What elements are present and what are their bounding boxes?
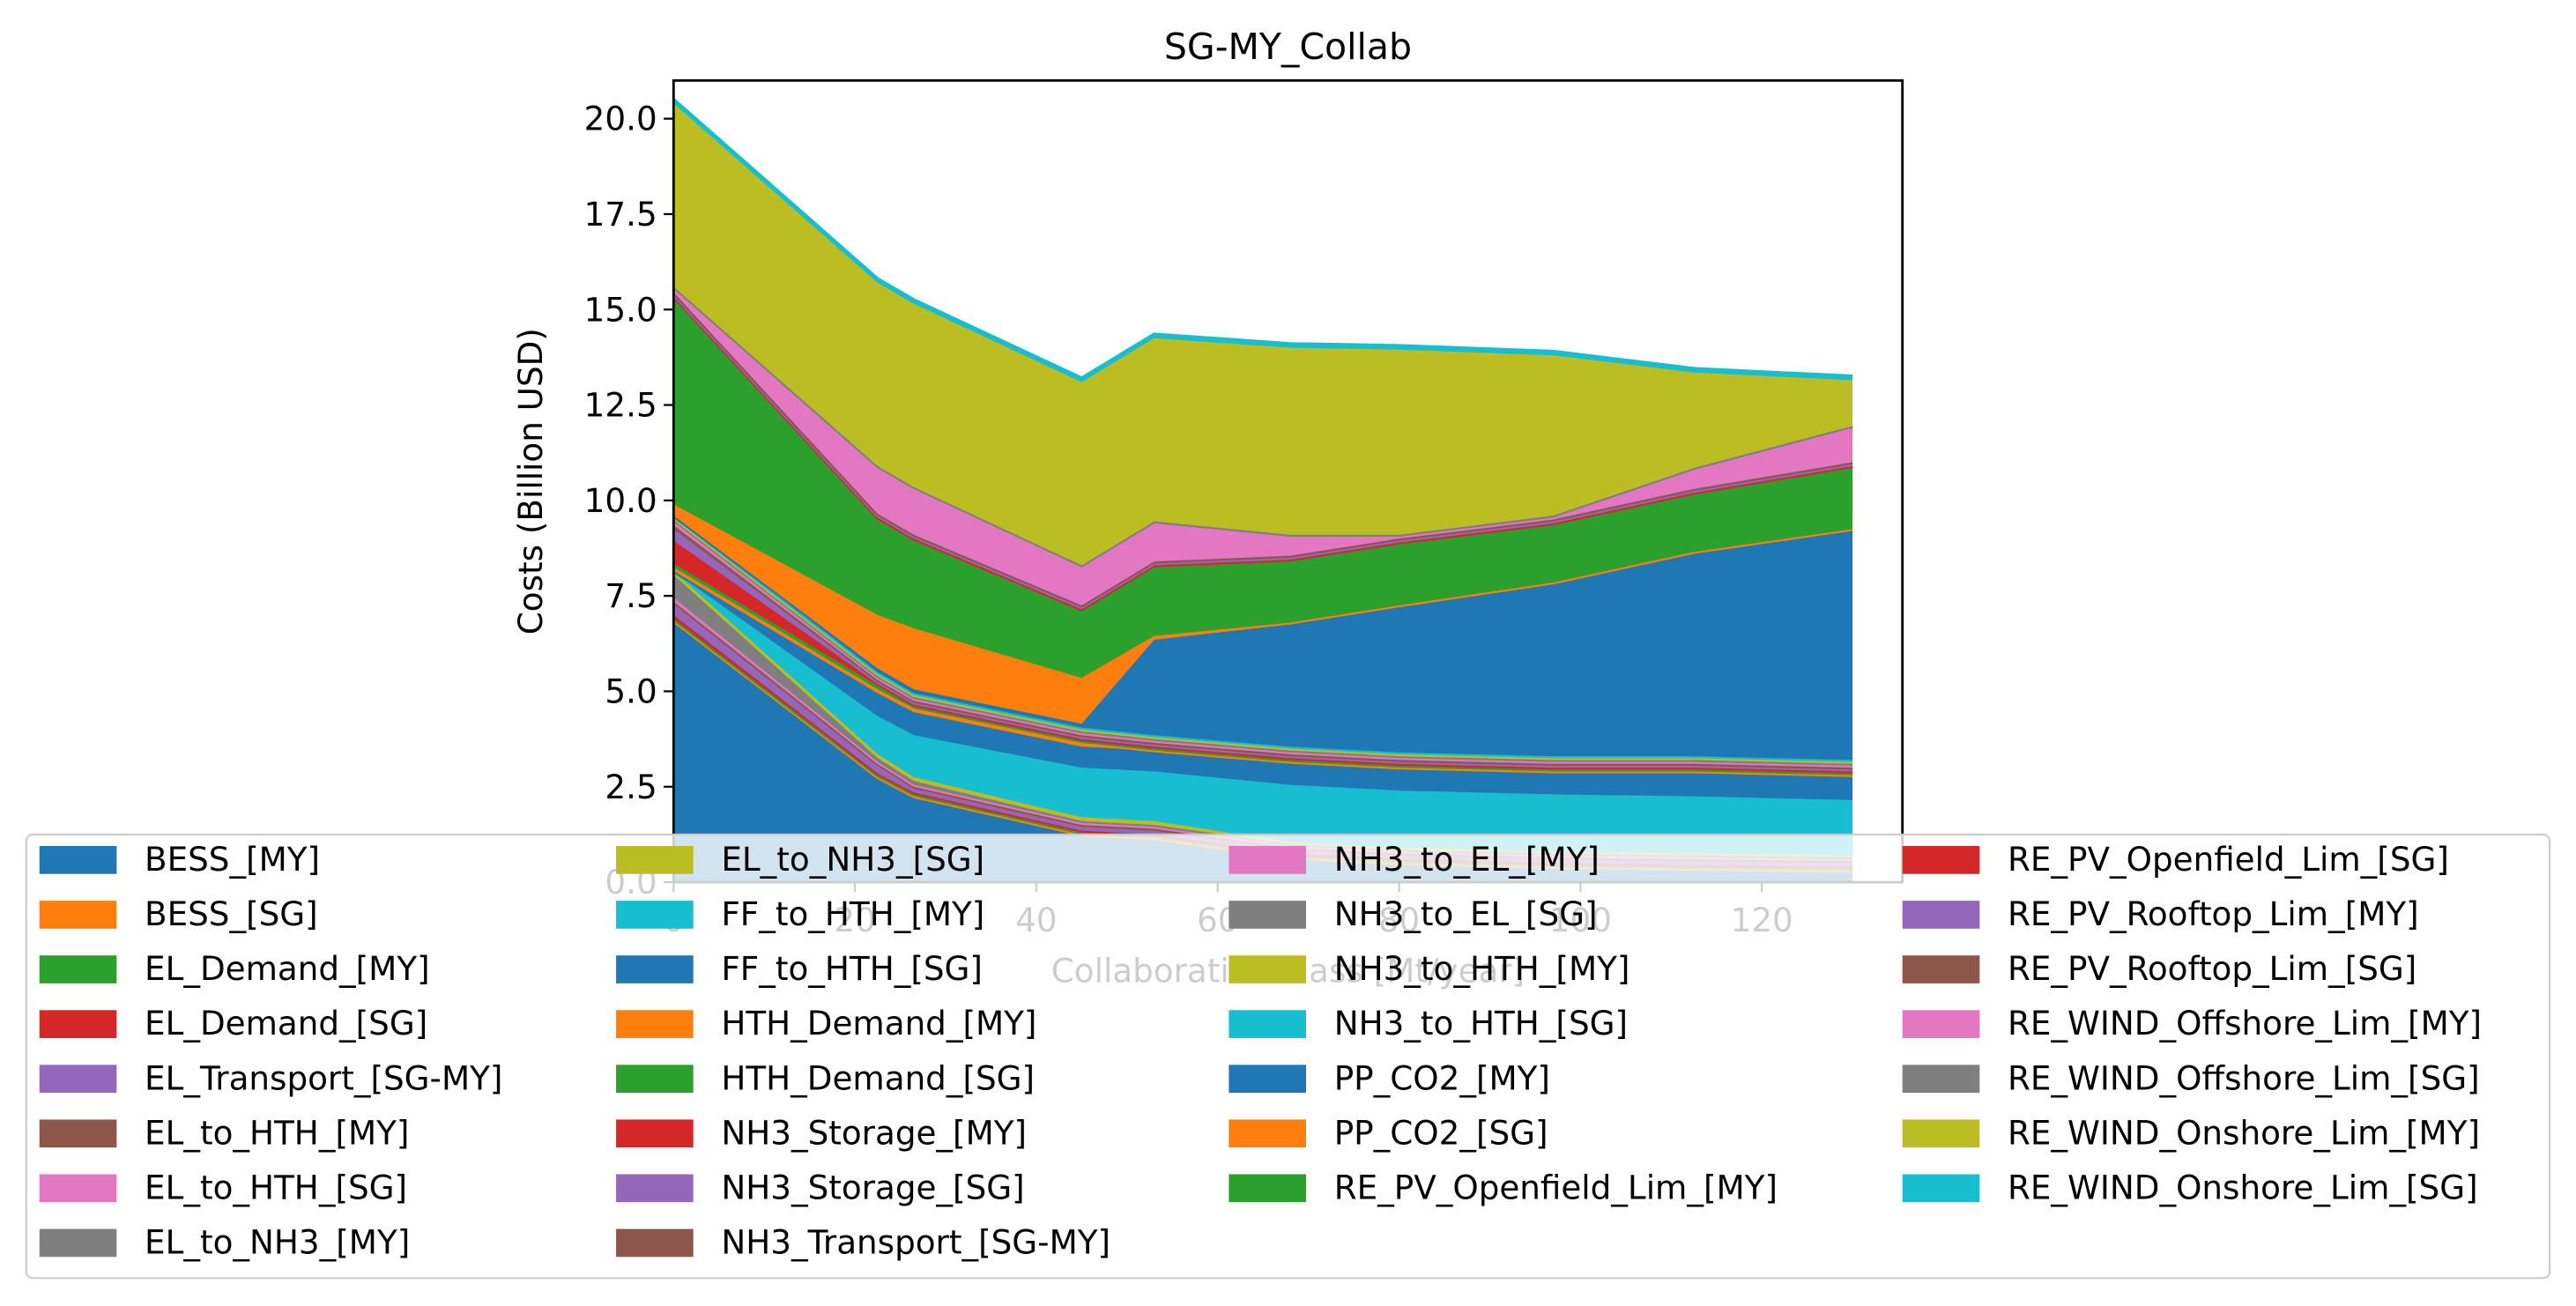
legend-label: NH3_Storage_[MY] bbox=[721, 1113, 1027, 1152]
legend-swatch bbox=[1229, 1174, 1307, 1203]
legend-label: RE_PV_Rooftop_Lim_[MY] bbox=[2008, 894, 2419, 933]
y-axis-label: Costs (Billion USD) bbox=[511, 328, 550, 634]
legend-label: FF_to_HTH_[MY] bbox=[721, 894, 984, 933]
y-tick-label: 2.5 bbox=[605, 768, 657, 806]
area-fill bbox=[673, 570, 1853, 856]
area-fill bbox=[673, 504, 1853, 724]
legend-swatch bbox=[39, 1119, 117, 1148]
legend-swatch bbox=[1902, 901, 1980, 929]
legend-swatch bbox=[39, 1010, 117, 1038]
legend-swatch bbox=[1902, 1065, 1980, 1094]
area-fill bbox=[673, 567, 1853, 775]
legend-swatch bbox=[616, 846, 694, 874]
area-fill bbox=[673, 103, 1853, 566]
legend-label: RE_PV_Openfield_Lim_[MY] bbox=[1334, 1168, 1778, 1206]
legend-swatch bbox=[1229, 1119, 1307, 1148]
legend-swatch bbox=[616, 1065, 694, 1094]
legend-swatch bbox=[1229, 901, 1307, 929]
area-fill bbox=[673, 516, 1853, 761]
y-tick-label: 10.0 bbox=[584, 481, 657, 520]
legend-label: EL_Demand_[SG] bbox=[145, 1004, 427, 1043]
legend-swatch bbox=[39, 846, 117, 874]
y-tick-label: 17.5 bbox=[584, 195, 657, 234]
legend-label: BESS_[MY] bbox=[145, 840, 320, 879]
legend-swatch bbox=[39, 901, 117, 929]
y-tick-label: 5.0 bbox=[605, 672, 657, 711]
legend-label: RE_WIND_Offshore_Lim_[MY] bbox=[2008, 1004, 2482, 1043]
legend-label: EL_to_NH3_[MY] bbox=[145, 1223, 410, 1262]
legend-label: FF_to_HTH_[SG] bbox=[721, 949, 983, 988]
legend-swatch bbox=[616, 1174, 694, 1203]
y-tick-label: 12.5 bbox=[584, 386, 657, 425]
legend-label: BESS_[SG] bbox=[145, 894, 318, 933]
legend-swatch bbox=[616, 1010, 694, 1038]
plot-area bbox=[672, 98, 1853, 883]
legend-swatch bbox=[39, 1228, 117, 1258]
legend-label: HTH_Demand_[SG] bbox=[721, 1058, 1035, 1097]
legend-swatch bbox=[616, 1119, 694, 1148]
legend-swatch bbox=[1229, 846, 1307, 874]
legend-label: PP_CO2_[MY] bbox=[1334, 1058, 1550, 1097]
legend-swatch bbox=[39, 1065, 117, 1094]
area-fill bbox=[673, 622, 1853, 883]
legend-swatch bbox=[616, 901, 694, 929]
legend-swatch bbox=[1902, 1174, 1980, 1203]
legend-swatch bbox=[1902, 846, 1980, 874]
legend-swatch bbox=[1229, 1010, 1307, 1038]
area-edge bbox=[672, 98, 1853, 381]
legend-swatch bbox=[39, 1174, 117, 1203]
legend-label: PP_CO2_[SG] bbox=[1334, 1113, 1548, 1152]
legend-swatch bbox=[1902, 955, 1980, 983]
area-edge bbox=[672, 514, 1853, 726]
legend-label: RE_PV_Rooftop_Lim_[SG] bbox=[2008, 949, 2416, 988]
area-fill bbox=[673, 298, 1853, 679]
y-tick-label: 7.5 bbox=[605, 576, 657, 615]
legend-label: RE_PV_Openfield_Lim_[SG] bbox=[2008, 840, 2449, 879]
legend-label: EL_Transport_[SG-MY] bbox=[145, 1058, 502, 1097]
legend-label: EL_to_HTH_[MY] bbox=[145, 1113, 409, 1152]
legend-label: NH3_to_EL_[MY] bbox=[1334, 840, 1600, 879]
legend-swatch bbox=[1229, 955, 1307, 983]
legend-swatch bbox=[616, 955, 694, 983]
legend-label: RE_WIND_Onshore_Lim_[SG] bbox=[2008, 1168, 2478, 1206]
legend-swatch bbox=[1229, 1065, 1307, 1094]
legend-label: NH3_to_HTH_[MY] bbox=[1334, 949, 1630, 988]
legend-label: RE_WIND_Offshore_Lim_[SG] bbox=[2008, 1058, 2480, 1097]
y-tick-label: 20.0 bbox=[584, 100, 657, 138]
legend-label: HTH_Demand_[MY] bbox=[721, 1004, 1036, 1043]
legend-label: EL_to_NH3_[SG] bbox=[721, 840, 984, 879]
legend: BESS_[MY] BESS_[SG] EL_Demand_[MY] EL_Deman… bbox=[25, 833, 2551, 1280]
legend-label: RE_WIND_Onshore_Lim_[MY] bbox=[2008, 1113, 2480, 1152]
legend-box bbox=[25, 833, 2551, 1280]
legend-label: EL_to_HTH_[SG] bbox=[145, 1168, 407, 1206]
area-fill bbox=[673, 288, 1853, 605]
chart-title: SG-MY_Collab bbox=[1164, 26, 1412, 68]
legend-swatch bbox=[1902, 1010, 1980, 1038]
legend-label: EL_Demand_[MY] bbox=[145, 949, 430, 988]
legend-swatch bbox=[39, 955, 117, 983]
y-tick-label: 15.0 bbox=[584, 290, 657, 329]
legend-swatch bbox=[1902, 1119, 1980, 1148]
legend-swatch bbox=[616, 1228, 694, 1258]
legend-label: NH3_to_EL_[SG] bbox=[1334, 894, 1598, 933]
area-fill bbox=[673, 570, 1853, 800]
legend-label: NH3_Transport_[SG-MY] bbox=[721, 1223, 1110, 1262]
legend-label: NH3_to_HTH_[SG] bbox=[1334, 1004, 1628, 1043]
legend-label: NH3_Storage_[SG] bbox=[721, 1168, 1024, 1206]
